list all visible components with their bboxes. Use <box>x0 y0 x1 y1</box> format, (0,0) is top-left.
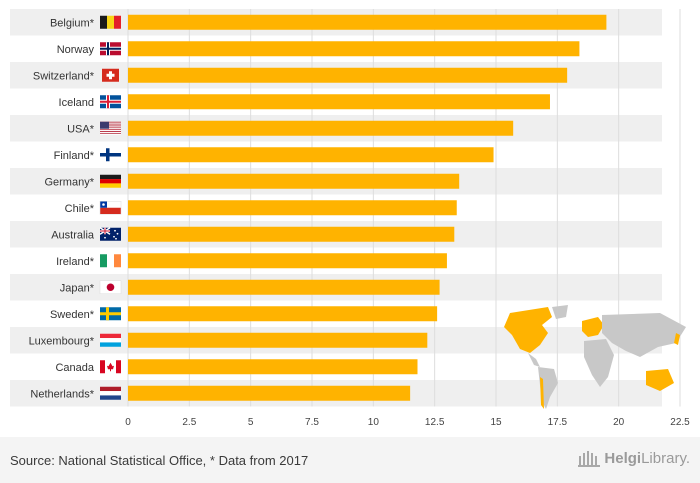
bar <box>128 306 438 322</box>
usa-flag-icon <box>100 121 121 135</box>
x-tick-label: 5 <box>248 417 254 428</box>
bar <box>128 173 460 189</box>
x-tick-label: 17.5 <box>548 417 568 428</box>
category-label: Australia <box>51 229 95 241</box>
helgi-library-logo: Helgi Library. <box>578 449 690 467</box>
category-label: Netherlands* <box>30 388 94 400</box>
category-label: Finland* <box>54 150 95 162</box>
bar <box>128 385 411 401</box>
iceland-flag-icon <box>100 95 121 109</box>
category-label: Chile* <box>65 203 95 215</box>
category-label: USA* <box>67 123 95 135</box>
bar <box>128 359 418 375</box>
category-label: Iceland <box>59 97 94 109</box>
library-building-icon <box>578 451 601 467</box>
bar <box>128 200 457 216</box>
category-label: Ireland* <box>56 256 95 268</box>
x-tick-label: 15 <box>490 417 502 428</box>
logo-text-light: Library. <box>641 449 690 467</box>
category-label: Belgium* <box>50 17 95 29</box>
x-tick-label: 0 <box>125 417 131 428</box>
x-tick-label: 12.5 <box>425 417 445 428</box>
luxembourg-flag-icon <box>100 333 121 347</box>
norway-flag-icon <box>100 42 121 56</box>
finland-flag-icon <box>100 148 121 162</box>
category-label: Luxembourg* <box>29 335 95 347</box>
australia-flag-icon <box>99 227 121 241</box>
bar <box>128 226 455 242</box>
bars <box>128 14 607 401</box>
category-label: Sweden* <box>50 309 95 321</box>
bar <box>128 41 580 57</box>
world-map-icon <box>504 305 686 409</box>
netherlands-flag-icon <box>100 386 121 400</box>
bar <box>128 94 550 110</box>
x-tick-label: 7.5 <box>305 417 319 428</box>
category-label: Canada <box>55 362 94 374</box>
bar <box>128 147 494 163</box>
bar <box>128 120 514 136</box>
bar <box>128 332 428 348</box>
bar <box>128 67 568 83</box>
chile-flag-icon <box>99 201 122 215</box>
x-tick-label: 2.5 <box>182 417 196 428</box>
category-label: Germany* <box>44 176 94 188</box>
footer: Source: National Statistical Office, * D… <box>0 437 700 483</box>
x-axis-tick-labels: 0 2.5 5 7.5 10 12.5 15 17.5 20 22.5 <box>125 417 690 428</box>
x-tick-label: 10 <box>368 417 380 428</box>
category-label: Norway <box>57 44 95 56</box>
flags <box>99 15 122 400</box>
bar <box>128 279 440 295</box>
ireland-flag-icon <box>100 254 121 268</box>
source-note: Source: National Statistical Office, * D… <box>10 453 309 468</box>
germany-flag-icon <box>100 174 121 188</box>
belgium-flag-icon <box>100 15 121 29</box>
category-label: Switzerland* <box>33 70 95 82</box>
logo-text-bold: Helgi <box>604 449 642 467</box>
sweden-flag-icon <box>100 307 121 321</box>
category-label: Japan* <box>60 282 95 294</box>
bar <box>128 253 447 269</box>
bar <box>128 14 607 30</box>
canada-flag-icon <box>100 360 121 374</box>
bar-chart: Belgium* Norway Switzerland* Iceland USA* Fin… <box>10 9 690 428</box>
japan-flag-icon <box>99 280 122 294</box>
category-labels: Belgium* Norway Switzerland* Iceland USA* Fin… <box>29 17 95 400</box>
x-tick-label: 20 <box>613 417 625 428</box>
switzerland-flag-icon <box>102 68 119 82</box>
x-tick-label: 22.5 <box>670 417 690 428</box>
